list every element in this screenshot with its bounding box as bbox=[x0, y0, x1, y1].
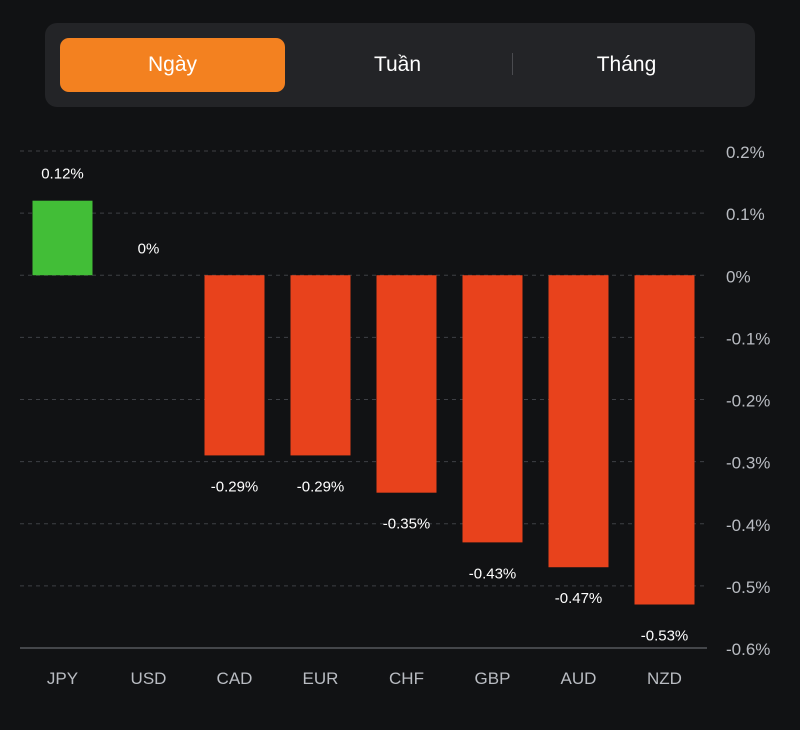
data-label: -0.29% bbox=[211, 478, 259, 495]
y-tick-label: -0.4% bbox=[726, 516, 770, 535]
data-label: -0.29% bbox=[297, 478, 345, 495]
x-tick-label: JPY bbox=[47, 669, 78, 688]
bar-cad bbox=[204, 275, 265, 456]
y-tick-label: -0.2% bbox=[726, 392, 770, 411]
tab-week[interactable]: Tuần bbox=[373, 53, 422, 76]
period-selector: Ngày Tuần Tháng bbox=[45, 23, 755, 107]
data-label: -0.35% bbox=[383, 516, 431, 533]
data-label: -0.53% bbox=[641, 628, 689, 645]
bar-nzd bbox=[634, 275, 695, 605]
y-tick-label: -0.5% bbox=[726, 578, 770, 597]
y-tick-label: -0.6% bbox=[726, 640, 770, 659]
bar-jpy bbox=[32, 200, 93, 276]
currency-change-bar-chart: 0.2% 0.1% 0% -0.1% -0.2% -0.3% -0.4% -0.5% -0.6%… bbox=[20, 143, 770, 688]
y-tick-label: -0.3% bbox=[726, 454, 770, 473]
y-tick-label: 0.1% bbox=[726, 205, 765, 224]
x-tick-label: AUD bbox=[561, 669, 597, 688]
x-tick-label: EUR bbox=[303, 669, 339, 688]
bar-aud bbox=[548, 275, 609, 568]
x-tick-label: CAD bbox=[217, 669, 253, 688]
y-tick-label: 0.2% bbox=[726, 143, 765, 162]
x-tick-label: NZD bbox=[647, 669, 682, 688]
data-label: -0.43% bbox=[469, 565, 517, 582]
bar-eur bbox=[290, 275, 351, 456]
x-tick-label: CHF bbox=[389, 669, 424, 688]
bar-gbp bbox=[462, 275, 523, 543]
data-label: 0% bbox=[138, 240, 160, 257]
tab-month[interactable]: Tháng bbox=[596, 53, 657, 76]
data-label: 0.12% bbox=[41, 166, 84, 183]
y-tick-label: 0% bbox=[726, 267, 751, 286]
bar-chf bbox=[376, 275, 437, 493]
tab-divider bbox=[512, 53, 513, 75]
tab-day[interactable]: Ngày bbox=[60, 38, 285, 92]
y-tick-label: -0.1% bbox=[726, 329, 770, 348]
data-label: -0.47% bbox=[555, 590, 603, 607]
x-tick-label: USD bbox=[131, 669, 167, 688]
x-tick-label: GBP bbox=[475, 669, 511, 688]
